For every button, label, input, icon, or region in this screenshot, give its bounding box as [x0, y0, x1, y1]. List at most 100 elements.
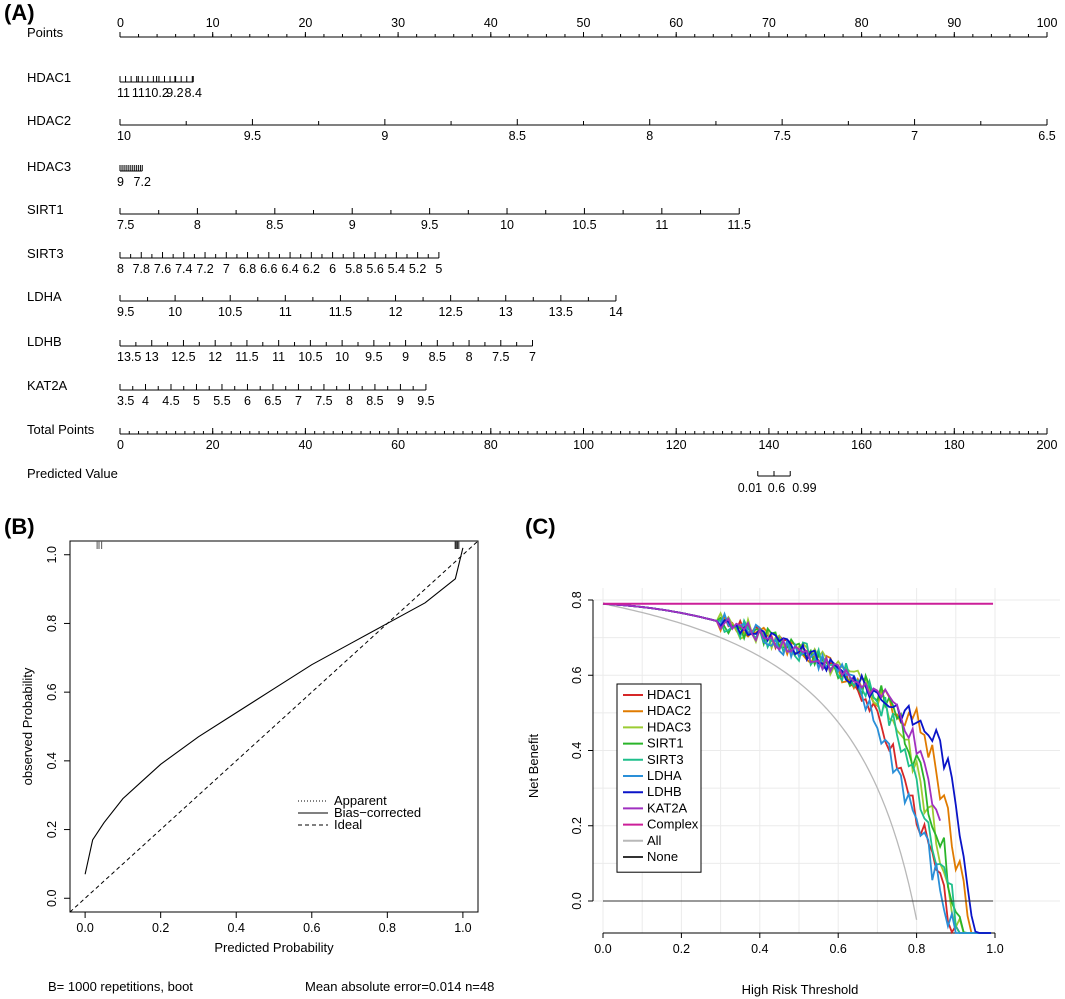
- row-0-ticklabel-9: 90: [947, 16, 961, 30]
- row-label-2: HDAC2: [27, 113, 71, 128]
- row-8-ticklabel-5: 6: [244, 394, 251, 408]
- calib-yticklabel-4: 0.8: [45, 615, 59, 632]
- calib-frame: [69, 540, 479, 913]
- row-9-ticklabel-10: 200: [1037, 438, 1058, 452]
- row-7-ticklabel-3: 12: [208, 350, 222, 364]
- row-7-ticklabel-10: 8.5: [429, 350, 446, 364]
- row-3-ticklabel-1: 7.2: [134, 175, 151, 189]
- row-5-ticklabel-13: 5.4: [388, 262, 405, 276]
- row-9-ticklabel-3: 60: [391, 438, 405, 452]
- row-5-ticklabel-15: 5: [435, 262, 442, 276]
- row-9-ticklabel-4: 80: [484, 438, 498, 452]
- row-1-ticklabel-2: 10.2: [144, 86, 168, 100]
- dca-legend-label-9: All: [647, 833, 662, 848]
- row-label-6: LDHA: [27, 289, 62, 304]
- calib-ylabel: observed Probability: [20, 667, 35, 785]
- dca-legend-label-3: SIRT1: [647, 736, 684, 751]
- dca-xticklabel-5: 1.0: [986, 942, 1003, 956]
- row-0-ticklabel-7: 70: [762, 16, 776, 30]
- row-1-ticklabel-3: 9.2: [166, 86, 183, 100]
- row-0-ticklabel-8: 80: [855, 16, 869, 30]
- row-2-ticklabel-1: 9.5: [244, 129, 261, 143]
- row-8-ticklabel-0: 3.5: [117, 394, 134, 408]
- calib-bias-corrected-line: [84, 547, 464, 875]
- row-label-0: Points: [27, 25, 64, 40]
- row-label-8: KAT2A: [27, 378, 68, 393]
- calibration-plot: 0.0 0.2 0.4 0.6 0.8 1.0 0.0 0.2 0.4 0.6 0.8 1.0 Pred…: [20, 540, 494, 994]
- row-4-ticklabel-4: 9.5: [421, 218, 438, 232]
- calib-xlabel: Predicted Probability: [214, 940, 334, 955]
- calib-yticklabel-1: 0.2: [45, 821, 59, 838]
- dca-yticklabel-0: 0.0: [570, 892, 584, 909]
- dca-xticklabel-1: 0.2: [673, 942, 690, 956]
- row-5-ticklabel-2: 7.6: [154, 262, 171, 276]
- row-7-ticklabel-0: 13.5: [117, 350, 141, 364]
- row-7-ticklabel-8: 9.5: [365, 350, 382, 364]
- row-8-ticklabel-8: 7.5: [315, 394, 332, 408]
- row-9-ticklabel-6: 120: [666, 438, 687, 452]
- row-label-7: LDHB: [27, 334, 62, 349]
- row-7-ticklabel-2: 12.5: [171, 350, 195, 364]
- row-7-ticklabel-11: 8: [466, 350, 473, 364]
- dca-legend-label-7: KAT2A: [647, 800, 688, 815]
- row-8-ticklabel-12: 9.5: [417, 394, 434, 408]
- dca-legend-label-1: HDAC2: [647, 703, 691, 718]
- calib-xticklabel-3: 0.6: [303, 921, 320, 935]
- row-7-ticklabel-13: 7: [529, 350, 536, 364]
- row-label-3: HDAC3: [27, 159, 71, 174]
- row-2-ticklabel-5: 7.5: [773, 129, 790, 143]
- row-4-ticklabel-2: 8.5: [266, 218, 283, 232]
- row-7-ticklabel-6: 10.5: [298, 350, 322, 364]
- calib-ideal-line: [69, 540, 479, 913]
- row-0-ticklabel-6: 60: [669, 16, 683, 30]
- row-8-ticklabel-1: 4: [142, 394, 149, 408]
- row-9-ticklabel-9: 180: [944, 438, 965, 452]
- row-5-ticklabel-12: 5.6: [366, 262, 383, 276]
- row-6-ticklabel-0: 9.5: [117, 305, 134, 319]
- row-5-ticklabel-10: 6: [329, 262, 336, 276]
- row-9-ticklabel-8: 160: [851, 438, 872, 452]
- calib-legend-label-2: Ideal: [334, 817, 362, 832]
- row-6-ticklabel-8: 13.5: [549, 305, 573, 319]
- row-1-ticklabel-1: 11: [132, 86, 145, 100]
- panel-c-label: (C): [525, 514, 556, 539]
- row-7-ticklabel-9: 9: [402, 350, 409, 364]
- row-5-ticklabel-1: 7.8: [133, 262, 150, 276]
- row-2-ticklabel-2: 9: [381, 129, 388, 143]
- row-5-ticklabel-0: 8: [117, 262, 124, 276]
- row-7-ticklabel-4: 11.5: [235, 350, 258, 364]
- dca-curve-kat2a: [602, 602, 941, 822]
- dca-legend-label-0: HDAC1: [647, 687, 691, 702]
- row-label-5: SIRT3: [27, 246, 64, 261]
- row-7-ticklabel-7: 10: [335, 350, 349, 364]
- row-8-ticklabel-7: 7: [295, 394, 302, 408]
- dca-legend-label-2: HDAC3: [647, 719, 691, 734]
- row-2-ticklabel-3: 8.5: [509, 129, 526, 143]
- row-6-ticklabel-6: 12.5: [438, 305, 462, 319]
- row-7-ticklabel-5: 11: [272, 350, 285, 364]
- row-9-ticklabel-0: 0: [117, 438, 124, 452]
- row-2-ticklabel-0: 10: [117, 129, 131, 143]
- row-6-ticklabel-1: 10: [168, 305, 182, 319]
- row-label-10: Predicted Value: [27, 466, 118, 481]
- row-3-ticklabel-0: 9: [117, 175, 124, 189]
- row-8-ticklabel-3: 5: [193, 394, 200, 408]
- row-5-ticklabel-3: 7.4: [175, 262, 192, 276]
- calib-yticklabel-3: 0.6: [45, 683, 59, 700]
- row-4-ticklabel-0: 7.5: [117, 218, 134, 232]
- row-label-9: Total Points: [27, 422, 95, 437]
- row-8-ticklabel-9: 8: [346, 394, 353, 408]
- row-5-ticklabel-8: 6.4: [281, 262, 298, 276]
- row-4-ticklabel-8: 11.5: [728, 218, 751, 232]
- row-6-ticklabel-5: 12: [389, 305, 403, 319]
- dca-xlabel: High Risk Threshold: [742, 982, 859, 997]
- row-8-ticklabel-4: 5.5: [213, 394, 230, 408]
- calib-xticklabel-2: 0.4: [228, 921, 245, 935]
- row-9-ticklabel-7: 140: [758, 438, 779, 452]
- row-7-ticklabel-12: 7.5: [492, 350, 509, 364]
- row-9-ticklabel-5: 100: [573, 438, 594, 452]
- row-8-ticklabel-10: 8.5: [366, 394, 383, 408]
- row-8-ticklabel-11: 9: [397, 394, 404, 408]
